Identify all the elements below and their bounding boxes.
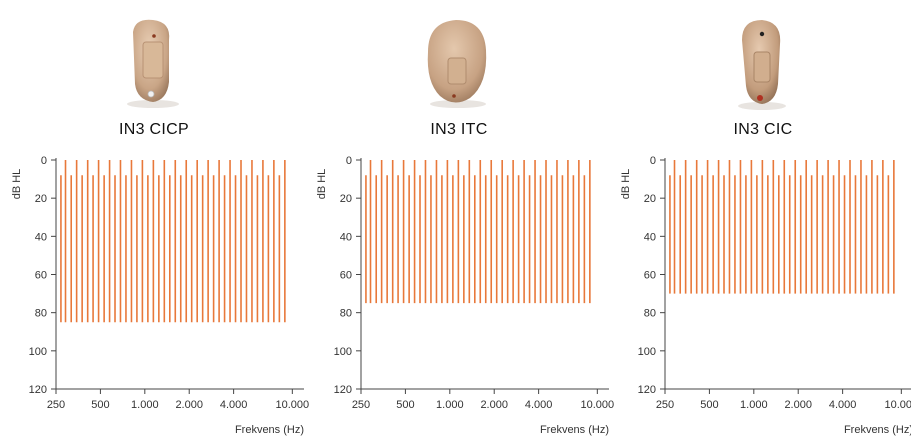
y-tick-label: 60 [340, 270, 352, 282]
y-tick-label: 100 [334, 346, 352, 358]
x-tick-label: 2.000 [480, 399, 508, 411]
y-tick-label: 80 [340, 308, 352, 320]
y-tick-label: 0 [650, 155, 656, 167]
hearing-aid-cic-icon [738, 20, 786, 110]
y-tick-label: 40 [340, 231, 352, 243]
x-tick-label: 250 [352, 399, 370, 411]
x-tick-label: 250 [47, 399, 65, 411]
y-tick-label: 60 [35, 270, 47, 282]
hearing-aid-itc-icon [427, 20, 487, 108]
x-tick-label: 1.000 [740, 399, 768, 411]
device-title: IN3 CIC [733, 121, 793, 138]
y-axis-label: dB HL [620, 169, 632, 200]
y-tick-label: 80 [35, 308, 47, 320]
x-axis-label: Frekvens (Hz) [235, 424, 304, 436]
x-tick-label: 10.000 [884, 399, 911, 411]
panel-cicp: IN3 CICP 0 20 40 60 80 100 120 250 500 1.000 2.000… [4, 0, 309, 441]
x-tick-label: 10.000 [275, 399, 309, 411]
x-tick-label: 10.000 [580, 399, 614, 411]
y-axis-label: dB HL [316, 169, 328, 200]
x-axis-label: Frekvens (Hz) [844, 424, 911, 436]
x-tick-label: 4.000 [829, 399, 857, 411]
y-tick-label: 0 [346, 155, 352, 167]
device-title: IN3 CICP [119, 121, 189, 138]
y-tick-label: 60 [644, 270, 656, 282]
y-tick-label: 100 [29, 346, 47, 358]
x-tick-label: 500 [700, 399, 718, 411]
x-tick-label: 500 [396, 399, 414, 411]
x-tick-label: 4.000 [220, 399, 248, 411]
y-tick-label: 20 [340, 193, 352, 205]
y-tick-label: 80 [644, 308, 656, 320]
y-tick-label: 120 [638, 384, 656, 396]
y-tick-label: 100 [638, 346, 656, 358]
y-tick-label: 40 [644, 231, 656, 243]
x-tick-label: 1.000 [131, 399, 159, 411]
x-axis-label: Frekvens (Hz) [540, 424, 609, 436]
y-tick-label: 0 [41, 155, 47, 167]
hearing-aid-cicp-icon [127, 19, 179, 108]
y-axis-label: dB HL [11, 169, 23, 200]
x-tick-label: 4.000 [525, 399, 553, 411]
panel-cic: IN3 CIC 0 20 40 60 80 100 120 250 500 1.000 2.000 4… [613, 0, 911, 441]
y-tick-label: 120 [29, 384, 47, 396]
panel-itc: IN3 ITC 0 20 40 60 80 100 120 250 500 1.000 2.000 4… [309, 0, 614, 441]
x-tick-label: 1.000 [436, 399, 464, 411]
y-tick-label: 20 [35, 193, 47, 205]
y-tick-label: 20 [644, 193, 656, 205]
y-tick-label: 40 [35, 231, 47, 243]
device-title: IN3 ITC [430, 121, 488, 138]
x-tick-label: 250 [656, 399, 674, 411]
x-tick-label: 500 [91, 399, 109, 411]
x-tick-label: 2.000 [784, 399, 812, 411]
y-tick-label: 120 [334, 384, 352, 396]
x-tick-label: 2.000 [175, 399, 203, 411]
